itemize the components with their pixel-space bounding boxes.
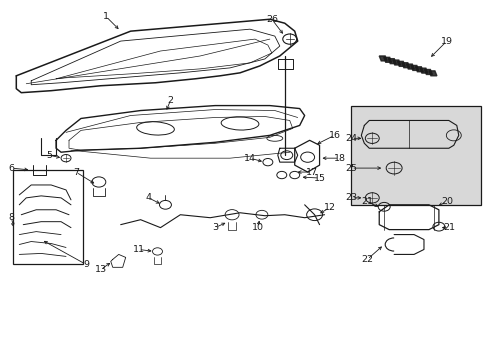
- Text: 21: 21: [361, 197, 372, 206]
- Polygon shape: [406, 64, 413, 69]
- Text: 20: 20: [440, 197, 452, 206]
- Bar: [351, 105, 480, 205]
- Text: 4: 4: [145, 193, 151, 202]
- Polygon shape: [401, 63, 409, 68]
- Polygon shape: [410, 66, 418, 71]
- Text: 19: 19: [440, 37, 452, 46]
- Text: 3: 3: [212, 223, 218, 232]
- Text: 1: 1: [102, 12, 108, 21]
- Text: 16: 16: [328, 131, 340, 140]
- Polygon shape: [419, 68, 427, 73]
- Text: 10: 10: [251, 223, 264, 232]
- Text: 21: 21: [442, 223, 454, 232]
- Text: 9: 9: [83, 260, 89, 269]
- Text: 11: 11: [132, 245, 144, 254]
- Text: 26: 26: [265, 15, 277, 24]
- Text: 25: 25: [345, 163, 357, 172]
- Polygon shape: [383, 57, 391, 62]
- Polygon shape: [379, 56, 386, 61]
- Polygon shape: [392, 60, 400, 65]
- Text: 18: 18: [333, 154, 345, 163]
- Polygon shape: [396, 61, 405, 66]
- Text: 15: 15: [313, 174, 325, 183]
- Text: 17: 17: [305, 167, 317, 176]
- Text: 24: 24: [345, 134, 357, 143]
- Text: 23: 23: [345, 193, 357, 202]
- Text: 14: 14: [244, 154, 255, 163]
- Text: 5: 5: [46, 151, 52, 160]
- Polygon shape: [428, 71, 436, 76]
- Text: 22: 22: [361, 255, 372, 264]
- Text: 13: 13: [95, 265, 107, 274]
- Text: 12: 12: [323, 203, 335, 212]
- Text: 7: 7: [73, 167, 79, 176]
- Text: 2: 2: [167, 96, 173, 105]
- Polygon shape: [414, 67, 423, 72]
- Text: 8: 8: [8, 213, 14, 222]
- Text: 6: 6: [8, 163, 14, 172]
- Polygon shape: [424, 69, 431, 75]
- Bar: [13, 170, 83, 264]
- Polygon shape: [387, 59, 395, 64]
